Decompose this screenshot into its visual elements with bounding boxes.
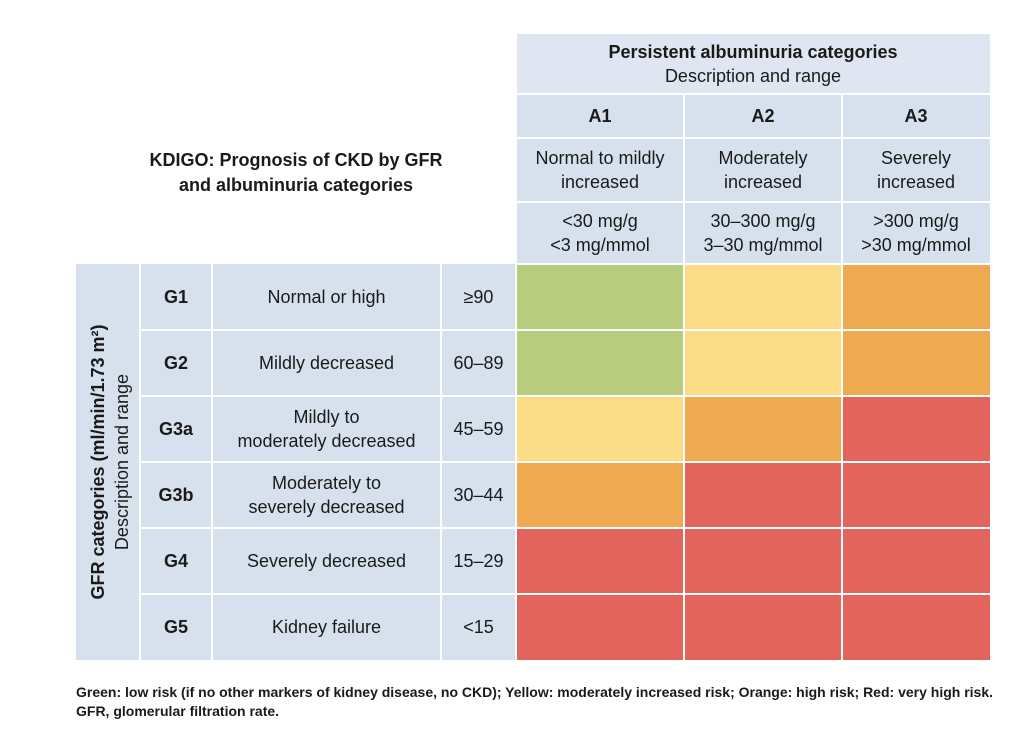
grid-line <box>516 263 990 265</box>
risk-cell-g4-a2 <box>684 528 842 594</box>
albuminuria-header: Persistent albuminuria categories Descri… <box>516 34 990 94</box>
grid-line <box>140 527 990 529</box>
risk-cell-g5-a2 <box>684 594 842 660</box>
albuminuria-description-a2: Moderately increased <box>684 138 842 202</box>
gfr-header-title: GFR categories (ml/min/1.73 m²) <box>88 324 108 600</box>
gfr-header-panel <box>76 264 140 660</box>
albuminuria-range-a3: >300 mg/g >30 mg/mmol <box>842 202 990 264</box>
albuminuria-description-a3: Severely increased <box>842 138 990 202</box>
albuminuria-code-a3: A3 <box>842 94 990 138</box>
table-title-line-2: and albuminuria categories <box>178 175 414 195</box>
gfr-description-g2: Mildly decreased <box>212 330 441 396</box>
gfr-description-g4: Severely decreased <box>212 528 441 594</box>
gfr-range-g2: 60–89 <box>441 330 516 396</box>
grid-line <box>516 201 990 203</box>
risk-cell-g4-a1 <box>516 528 684 594</box>
caption: Green: low risk (if no other markers of … <box>76 684 994 719</box>
gfr-code-g2: G2 <box>140 330 212 396</box>
albuminuria-range-a2: 30–300 mg/g 3–30 mg/mmol <box>684 202 842 264</box>
grid-line <box>140 395 990 397</box>
gfr-code-g3b: G3b <box>140 462 212 528</box>
gfr-code-g4: G4 <box>140 528 212 594</box>
grid-line <box>440 264 442 660</box>
gfr-description-g3b: Moderately to severely decreased <box>212 462 441 528</box>
gfr-description-g5: Kidney failure <box>212 594 441 660</box>
gfr-range-g1: ≥90 <box>441 264 516 330</box>
risk-cell-g1-a1 <box>516 264 684 330</box>
gfr-code-g3a: G3a <box>140 396 212 462</box>
risk-cell-g2-a2 <box>684 330 842 396</box>
grid-line <box>140 329 990 331</box>
table-title-line-1: KDIGO: Prognosis of CKD by GFR <box>149 150 443 170</box>
risk-cell-g2-a1 <box>516 330 684 396</box>
risk-cell-g1-a3 <box>842 264 990 330</box>
risk-cell-g3a-a2 <box>684 396 842 462</box>
risk-cell-g1-a2 <box>684 264 842 330</box>
gfr-code-g1: G1 <box>140 264 212 330</box>
gfr-header-subtitle: Description and range <box>112 373 132 551</box>
risk-cell-g2-a3 <box>842 330 990 396</box>
gfr-range-g3b: 30–44 <box>441 462 516 528</box>
risk-cell-g3b-a1 <box>516 462 684 528</box>
albuminuria-header-title: Persistent albuminuria categories <box>608 42 898 62</box>
grid-line <box>140 593 990 595</box>
grid-line <box>211 264 213 660</box>
gfr-range-g4: 15–29 <box>441 528 516 594</box>
table-title: KDIGO: Prognosis of CKD by GFR and album… <box>76 148 516 198</box>
risk-cell-g5-a3 <box>842 594 990 660</box>
grid-line <box>140 461 990 463</box>
gfr-description-g1: Normal or high <box>212 264 441 330</box>
gfr-code-g5: G5 <box>140 594 212 660</box>
gfr-description-g3a: Mildly to moderately decreased <box>212 396 441 462</box>
gfr-range-g3a: 45–59 <box>441 396 516 462</box>
grid-line <box>515 34 517 660</box>
risk-cell-g3b-a2 <box>684 462 842 528</box>
grid-line <box>516 137 990 139</box>
albuminuria-range-a1: <30 mg/g <3 mg/mmol <box>516 202 684 264</box>
albuminuria-code-a2: A2 <box>684 94 842 138</box>
albuminuria-header-subtitle: Description and range <box>664 66 842 86</box>
risk-cell-g3b-a3 <box>842 462 990 528</box>
grid-line <box>841 94 843 660</box>
risk-cell-g4-a3 <box>842 528 990 594</box>
grid-line <box>516 93 990 95</box>
gfr-range-g5: <15 <box>441 594 516 660</box>
gfr-header: GFR categories (ml/min/1.73 m²) Descript… <box>80 264 140 660</box>
risk-cell-g3a-a3 <box>842 396 990 462</box>
risk-cell-g3a-a1 <box>516 396 684 462</box>
grid-line <box>683 94 685 660</box>
risk-cell-g5-a1 <box>516 594 684 660</box>
grid-line <box>139 264 141 660</box>
albuminuria-code-a1: A1 <box>516 94 684 138</box>
albuminuria-description-a1: Normal to mildly increased <box>516 138 684 202</box>
